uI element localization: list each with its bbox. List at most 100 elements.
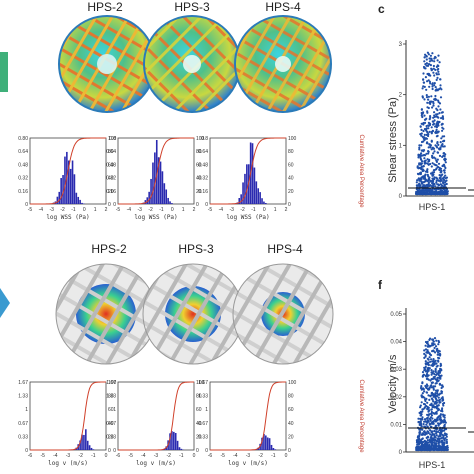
scatter-point (427, 394, 430, 397)
hist-right-tick-label: 60 (288, 162, 294, 168)
hist-xtick-label: 0 (83, 207, 86, 213)
scatter-point (417, 167, 420, 170)
cut-sphere-edge (0, 52, 8, 92)
hist-right-tick-label: 40 (288, 421, 294, 427)
hist-right-tick-label: 80 (108, 149, 114, 155)
hist-bar (265, 435, 267, 450)
hist-bar (60, 178, 62, 204)
scatter-point (430, 369, 433, 372)
scatter-point (440, 448, 443, 452)
panel-c-letter: c (378, 2, 385, 16)
scatter-point (419, 125, 422, 128)
cumulative-axis-label: Cumlative Area Percentage (358, 134, 364, 208)
scatter-point (427, 345, 430, 348)
hist-xtick-label: 2 (193, 207, 196, 213)
scatter-point (423, 176, 426, 179)
scatter-point (437, 442, 440, 445)
scatter-point (421, 396, 424, 399)
scatter-point (435, 410, 438, 413)
scatter-point (420, 433, 423, 436)
scatter-point (443, 445, 446, 449)
hist-bar (88, 445, 91, 450)
scatter-point (436, 165, 440, 169)
scatter-point (444, 192, 447, 196)
scatter-point (440, 144, 443, 147)
hist-xtick-label: -1 (159, 207, 164, 213)
scatter-point (445, 190, 448, 193)
scatter-point (419, 133, 422, 136)
panel-c-ytick-tick-label: 0 (399, 194, 403, 200)
panel-f-xlabel: HPS-1 (419, 460, 446, 470)
hist-right-tick-label: 0 (196, 448, 199, 454)
scatter-point (435, 373, 438, 376)
scatter-point (434, 389, 438, 392)
hist-right-tick-label: 20 (196, 434, 202, 440)
scatter-point (435, 179, 438, 182)
scatter-point (423, 157, 426, 160)
scatter-point (438, 429, 441, 432)
scatter-point (425, 62, 428, 65)
scatter-point (423, 67, 426, 70)
hist-right-tick-label: 20 (196, 189, 202, 195)
scatter-point (419, 417, 422, 420)
scatter-point (424, 174, 427, 177)
scatter-point (430, 403, 433, 406)
scatter-point (438, 371, 442, 374)
scatter-point (430, 95, 433, 98)
scatter-point (425, 423, 428, 426)
scatter-point (435, 434, 438, 437)
scatter-point (427, 121, 430, 124)
scatter-point (429, 429, 432, 432)
hist-xtick-label: -5 (128, 453, 133, 459)
scatter-point (428, 422, 431, 425)
scatter-point (437, 373, 440, 376)
scatter-point (418, 423, 421, 426)
panel-f-letter: f (378, 278, 382, 292)
scatter-point (423, 133, 426, 136)
scatter-point (426, 375, 429, 378)
scatter-point (432, 404, 435, 407)
hist-xtick-label: -4 (219, 207, 224, 213)
bottom-sphere-hps4 (232, 263, 334, 365)
scatter-point (433, 393, 436, 396)
scatter-point (424, 178, 427, 181)
scatter-point (433, 430, 436, 433)
panel-f-ytick-tick-label: 0.04 (390, 340, 402, 346)
scatter-point (433, 442, 436, 445)
hist-xtick-label: -2 (78, 453, 83, 459)
cumulative-curve (30, 137, 106, 205)
scatter-point (443, 432, 446, 435)
scatter-point (425, 64, 428, 67)
scatter-point (437, 448, 440, 451)
scatter-point (417, 417, 420, 420)
hist-xtick-label: -6 (116, 453, 121, 459)
scatter-point (426, 417, 429, 420)
hist-bar (257, 188, 260, 204)
scatter-point (433, 433, 436, 436)
scatter-point (426, 420, 429, 423)
scatter-point (428, 352, 431, 355)
scatter-point (426, 425, 429, 428)
scatter-point (446, 444, 449, 447)
top-sphere-renderings (0, 15, 332, 113)
scatter-point (428, 448, 431, 451)
scatter-point (434, 185, 437, 188)
scatter-point (423, 418, 426, 421)
hist-bar (56, 196, 59, 204)
scatter-point (426, 173, 429, 176)
scatter-point (430, 126, 433, 129)
hist-ytick-label: 0.48 (106, 162, 116, 168)
scatter-point (438, 102, 442, 105)
scatter-point (426, 439, 429, 442)
scatter-point (432, 104, 435, 107)
scatter-point (438, 374, 441, 378)
scatter-point (415, 445, 418, 448)
cumulative-curve (210, 381, 286, 451)
scatter-point (424, 53, 427, 56)
scatter-point (430, 410, 433, 414)
scatter-point (426, 162, 429, 165)
scatter-point (439, 364, 442, 368)
scatter-point (439, 183, 442, 186)
scatter-point (415, 439, 418, 442)
hist-xtick-label: -3 (66, 453, 71, 459)
